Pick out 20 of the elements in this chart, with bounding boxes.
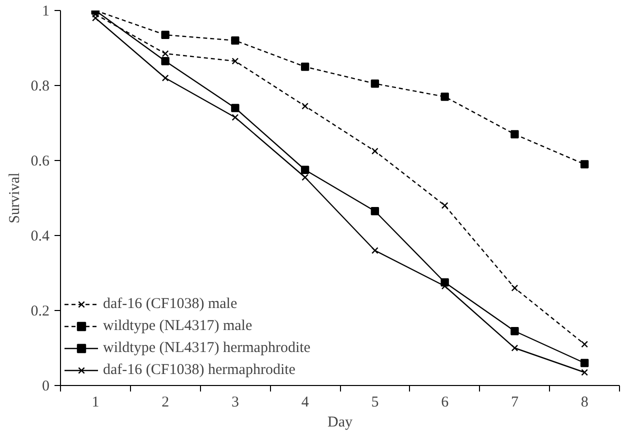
x-tick-label: 7 [510,394,519,410]
x-tick-label: 4 [301,394,310,410]
legend-label: wildtype (NL4317) hermaphrodite [103,338,310,358]
x-tick-label: 6 [441,394,450,410]
y-tick-label: 0.8 [30,78,50,94]
x-tick-label: 1 [92,394,100,410]
y-tick-label: 0.6 [30,154,50,170]
y-tick-label: 0 [42,378,50,394]
legend-label: daf-16 (CF1038) male [103,294,238,314]
legend-label: wildtype (NL4317) male [103,316,252,336]
x-tick-label: 5 [371,394,379,410]
x-axis-title: Day [328,414,353,430]
x-tick-label: 3 [231,394,239,410]
y-tick-label: 0.2 [30,304,50,320]
x-tick-label: 2 [162,394,170,410]
x-tick-label: 8 [580,394,588,410]
y-tick-label: 1 [42,4,50,20]
legend-label: daf-16 (CF1038) hermaphrodite [103,360,296,380]
y-axis-title: Survival [6,172,23,224]
y-tick-label: 0.4 [30,228,50,244]
